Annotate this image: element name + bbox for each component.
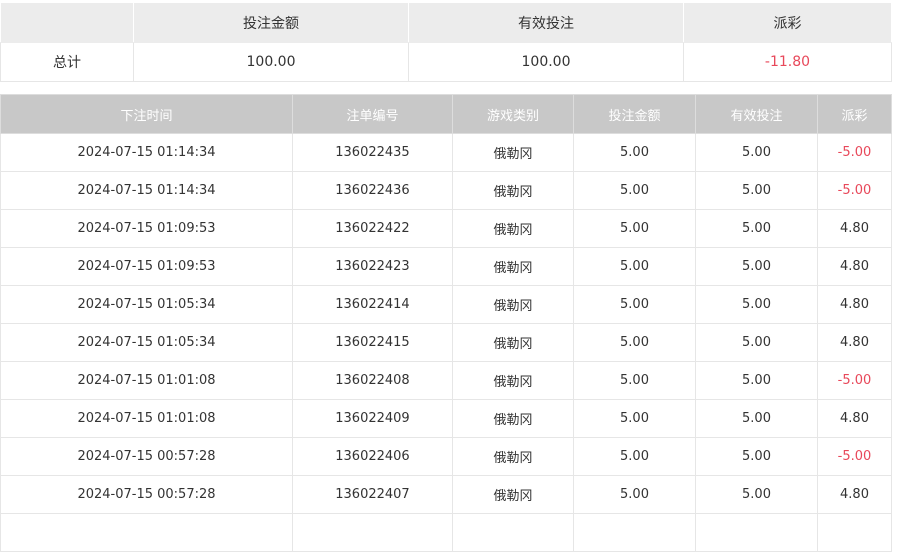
table-row: 2024-07-15 00:57:28 136022407 俄勒冈 5.00 5.00 4… <box>0 475 892 514</box>
cell-order-number: 136022414 <box>292 285 453 324</box>
cell-valid-bet: 5.00 <box>695 361 818 400</box>
cell-payout: 4.80 <box>817 247 892 286</box>
cell-bet-amount: 5.00 <box>573 361 696 400</box>
summary-total-bet-amount: 100.00 <box>133 42 409 82</box>
cell-payout: -5.00 <box>817 361 892 400</box>
cell-bet-amount: 5.00 <box>573 171 696 210</box>
cell-bet-amount: 5.00 <box>573 247 696 286</box>
table-row: 2024-07-15 01:09:53 136022422 俄勒冈 5.00 5.00 4… <box>0 209 892 248</box>
summary-total-valid-bet: 100.00 <box>408 42 684 82</box>
cell-order-number: 136022436 <box>292 171 453 210</box>
cell-bet-time: 2024-07-15 00:57:28 <box>0 475 293 514</box>
cell-empty <box>817 513 892 552</box>
cell-order-number: 136022407 <box>292 475 453 514</box>
cell-game-type: 俄勒冈 <box>452 285 574 324</box>
cell-bet-amount: 5.00 <box>573 209 696 248</box>
table-row: 2024-07-15 00:57:28 136022406 俄勒冈 5.00 5.00-… <box>0 437 892 476</box>
cell-bet-amount: 5.00 <box>573 285 696 324</box>
cell-bet-time: 2024-07-15 01:05:34 <box>0 323 293 362</box>
cell-bet-time: 2024-07-15 01:05:34 <box>0 285 293 324</box>
header-valid-bet: 有效投注 <box>695 94 818 134</box>
cell-order-number: 136022423 <box>292 247 453 286</box>
cell-payout: -5.00 <box>817 133 892 172</box>
cell-order-number: 136022422 <box>292 209 453 248</box>
summary-header-payout: 派彩 <box>683 2 892 43</box>
summary-header-valid-bet: 有效投注 <box>408 2 684 43</box>
cell-game-type: 俄勒冈 <box>452 171 574 210</box>
header-bet-amount: 投注金额 <box>573 94 696 134</box>
cell-bet-time: 2024-07-15 01:14:34 <box>0 171 293 210</box>
cell-game-type: 俄勒冈 <box>452 361 574 400</box>
table-row-partial <box>0 513 892 552</box>
cell-game-type: 俄勒冈 <box>452 323 574 362</box>
table-row: 2024-07-15 01:05:34 136022414 俄勒冈 5.00 5.00 4… <box>0 285 892 324</box>
table-row: 2024-07-15 01:14:34 136022436 俄勒冈 5.00 5.00-… <box>0 171 892 210</box>
header-payout: 派彩 <box>817 94 892 134</box>
header-order-number: 注单编号 <box>292 94 453 134</box>
cell-bet-time: 2024-07-15 01:14:34 <box>0 133 293 172</box>
cell-bet-amount: 5.00 <box>573 475 696 514</box>
table-row: 2024-07-15 01:09:53 136022423 俄勒冈 5.00 5.00 4… <box>0 247 892 286</box>
cell-empty <box>452 513 574 552</box>
cell-bet-amount: 5.00 <box>573 437 696 476</box>
cell-bet-amount: 5.00 <box>573 133 696 172</box>
cell-payout: 4.80 <box>817 285 892 324</box>
cell-bet-time: 2024-07-15 01:09:53 <box>0 209 293 248</box>
cell-order-number: 136022409 <box>292 399 453 438</box>
cell-payout: 4.80 <box>817 399 892 438</box>
cell-valid-bet: 5.00 <box>695 209 818 248</box>
table-row: 2024-07-15 01:01:08 136022408 俄勒冈 5.00 5.00-… <box>0 361 892 400</box>
header-bet-time: 下注时间 <box>0 94 293 134</box>
cell-bet-time: 2024-07-15 01:01:08 <box>0 361 293 400</box>
cell-payout: 4.80 <box>817 475 892 514</box>
cell-order-number: 136022406 <box>292 437 453 476</box>
table-row: 2024-07-15 01:01:08 136022409 俄勒冈 5.00 5.00 4… <box>0 399 892 438</box>
cell-game-type: 俄勒冈 <box>452 133 574 172</box>
cell-valid-bet: 5.00 <box>695 475 818 514</box>
cell-bet-time: 2024-07-15 00:57:28 <box>0 437 293 476</box>
header-game-type: 游戏类别 <box>452 94 574 134</box>
cell-valid-bet: 5.00 <box>695 133 818 172</box>
table-row: 2024-07-15 01:14:34 136022435 俄勒冈 5.00 5.00-… <box>0 133 892 172</box>
cell-bet-amount: 5.00 <box>573 399 696 438</box>
cell-payout: 4.80 <box>817 209 892 248</box>
summary-total-row: 总计 100.00 100.00 -11.80 <box>0 42 892 82</box>
cell-empty <box>292 513 453 552</box>
cell-valid-bet: 5.00 <box>695 285 818 324</box>
summary-header-bet-amount: 投注金额 <box>133 2 409 43</box>
summary-header-blank <box>0 2 134 43</box>
cell-bet-time: 2024-07-15 01:09:53 <box>0 247 293 286</box>
cell-empty <box>573 513 696 552</box>
cell-order-number: 136022408 <box>292 361 453 400</box>
cell-valid-bet: 5.00 <box>695 399 818 438</box>
cell-payout: 4.80 <box>817 323 892 362</box>
cell-order-number: 136022435 <box>292 133 453 172</box>
summary-header-row: 投注金额 有效投注 派彩 <box>0 2 892 43</box>
cell-game-type: 俄勒冈 <box>452 475 574 514</box>
bet-records-table: 下注时间 注单编号 游戏类别 投注金额 有效投注 派彩 2024-07-15 0… <box>0 94 892 552</box>
cell-game-type: 俄勒冈 <box>452 399 574 438</box>
summary-table: 投注金额 有效投注 派彩 总计 100.00 100.00 -11.80 <box>0 2 892 82</box>
cell-game-type: 俄勒冈 <box>452 437 574 476</box>
summary-total-label: 总计 <box>0 42 134 82</box>
table-row: 2024-07-15 01:05:34 136022415 俄勒冈 5.00 5.00 4… <box>0 323 892 362</box>
cell-payout: -5.00 <box>817 171 892 210</box>
cell-empty <box>0 513 293 552</box>
records-header-row: 下注时间 注单编号 游戏类别 投注金额 有效投注 派彩 <box>0 94 892 134</box>
cell-bet-time: 2024-07-15 01:01:08 <box>0 399 293 438</box>
cell-order-number: 136022415 <box>292 323 453 362</box>
cell-valid-bet: 5.00 <box>695 171 818 210</box>
cell-valid-bet: 5.00 <box>695 323 818 362</box>
summary-total-payout: -11.80 <box>683 42 892 82</box>
cell-valid-bet: 5.00 <box>695 437 818 476</box>
cell-game-type: 俄勒冈 <box>452 209 574 248</box>
cell-game-type: 俄勒冈 <box>452 247 574 286</box>
cell-bet-amount: 5.00 <box>573 323 696 362</box>
cell-valid-bet: 5.00 <box>695 247 818 286</box>
cell-payout: -5.00 <box>817 437 892 476</box>
cell-empty <box>695 513 818 552</box>
